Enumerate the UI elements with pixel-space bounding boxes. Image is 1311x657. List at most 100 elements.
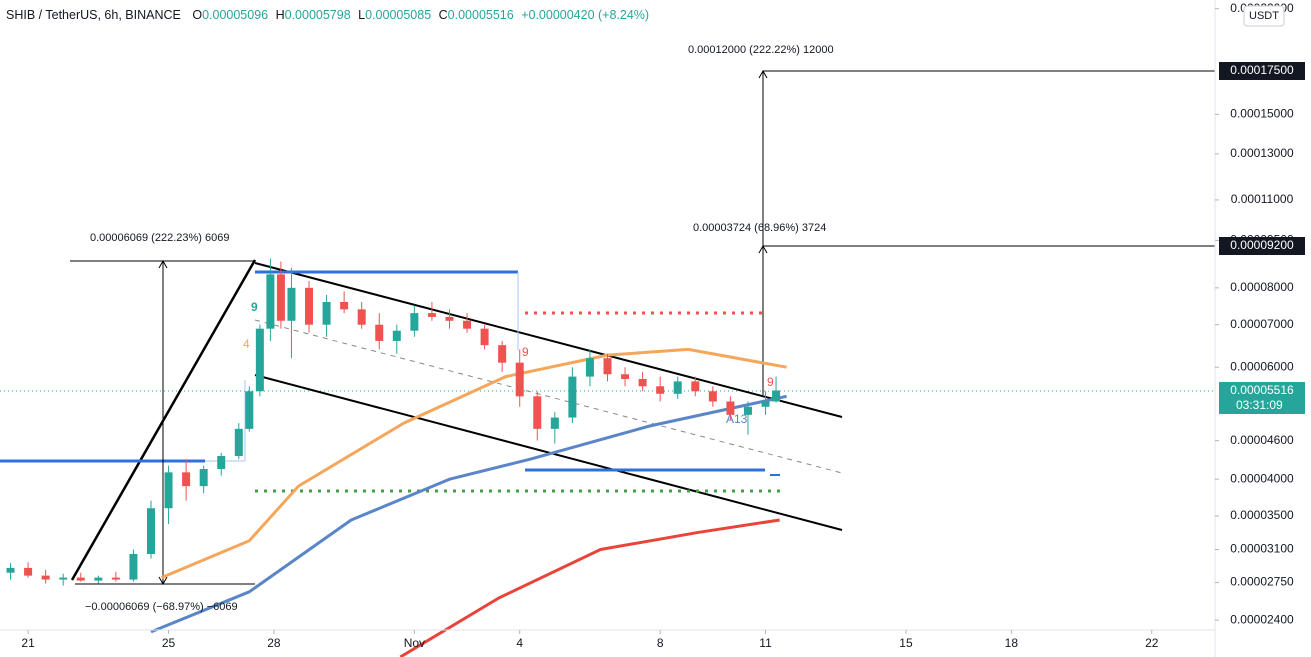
candle-body [656, 386, 665, 394]
channel-mid [254, 319, 843, 474]
td-count: A13 [726, 412, 748, 426]
ohlc-value: 0.00005798 [285, 8, 351, 22]
x-tick-label: 4 [516, 636, 523, 650]
td-count: 9 [522, 345, 529, 359]
countdown: 03:31:09 [1236, 398, 1283, 412]
marks [6, 258, 787, 657]
candle-body [129, 553, 138, 580]
candle-body [621, 374, 630, 379]
candle-body [691, 381, 700, 392]
candle-body [533, 396, 542, 429]
header: SHIB / TetherUS, 6h, BINANCE O0.00005096… [6, 8, 649, 22]
candle-body [24, 567, 33, 576]
x-tick-label: Nov [404, 636, 425, 650]
measure-label: 0.00012000 (222.22%) 12000 [688, 44, 834, 56]
candle-body [199, 468, 208, 487]
candle-body [255, 328, 264, 392]
y-tick-label: 0.00002400 [1230, 612, 1294, 626]
candle-body [94, 577, 103, 581]
candle-body [59, 577, 68, 580]
target-box [1219, 237, 1305, 255]
y-tick-label: 0.00002750 [1230, 575, 1294, 589]
td-count: 9 [251, 300, 258, 314]
ohlc-label: C [439, 8, 448, 22]
symbol: SHIB / TetherUS, 6h, BINANCE [6, 8, 181, 22]
candle-body [266, 274, 275, 329]
price-box [1219, 382, 1305, 414]
candle-body [245, 391, 254, 429]
ohlc-label: L [358, 8, 365, 22]
measure-label: 0.00003724 (68.96%) 3724 [693, 222, 826, 234]
target-label: 0.00009200 [1230, 238, 1294, 252]
candle-body [287, 287, 296, 321]
candle-body [603, 358, 612, 375]
x-tick-label: 8 [657, 636, 664, 650]
moving-average [160, 347, 787, 579]
candle-body [41, 575, 50, 580]
candle-body [182, 472, 191, 487]
candle-body [410, 313, 419, 331]
moving-average [399, 518, 780, 657]
candle-body [772, 390, 781, 402]
drawings [0, 69, 1215, 586]
candle-body [515, 362, 524, 397]
candle-body [111, 577, 120, 580]
candle-body [568, 376, 577, 418]
channel-top [254, 262, 843, 418]
candle-body [498, 345, 507, 363]
y-tick-label: 0.00003500 [1230, 508, 1294, 522]
measure-label: 0.00006069 (222.23%) 6069 [90, 232, 229, 244]
x-tick-label: 25 [162, 636, 176, 650]
candle-body [445, 316, 454, 321]
candle-body [357, 309, 366, 325]
candle-body [550, 417, 559, 429]
change: +0.00000420 (+8.24%) [521, 8, 649, 22]
candle-body [76, 577, 85, 581]
candle-body [427, 313, 436, 317]
candle-body [305, 287, 314, 325]
y-tick-label: 0.00015000 [1230, 107, 1294, 121]
candle-body [585, 358, 594, 377]
y-tick-label: 0.00006000 [1230, 359, 1294, 373]
candle-body [761, 401, 770, 407]
x-tick-label: 22 [1145, 636, 1159, 650]
x-tick-label: 15 [899, 636, 913, 650]
candle-body [638, 378, 647, 387]
price-label: 0.00005516 [1230, 383, 1294, 397]
candle-body [322, 302, 331, 325]
ohlc-value: 0.00005085 [365, 8, 431, 22]
currency-button[interactable] [1243, 5, 1285, 27]
measure-label: −0.00006069 (−68.97%) −6069 [85, 601, 238, 613]
x-tick-label: 21 [21, 636, 35, 650]
candle-body [164, 472, 173, 509]
candle-body [146, 508, 155, 554]
y-tick-label: 0.00007000 [1230, 317, 1294, 331]
channel-bottom [254, 374, 843, 531]
x-tick-label: 18 [1005, 636, 1019, 650]
moving-average [150, 394, 787, 634]
target-box [1219, 62, 1305, 80]
candle-body [726, 401, 735, 415]
candle-body [375, 324, 384, 341]
x-tick-label: 28 [267, 636, 281, 650]
ohlc-value: 0.00005096 [202, 8, 268, 22]
candle-body [217, 456, 226, 469]
candle-body [392, 330, 401, 341]
y-tick-label: 0.00003100 [1230, 542, 1294, 556]
candle-body [340, 302, 349, 310]
ohlc-label: O [192, 8, 202, 22]
y-tick-label: 0.00013000 [1230, 146, 1294, 160]
x-tick-label: 11 [759, 636, 772, 650]
candle-body [708, 391, 717, 402]
candle-body [743, 406, 752, 415]
candle-body [480, 328, 489, 346]
candle-body [6, 567, 15, 573]
currency[interactable]: USDT [1249, 10, 1279, 22]
candle-body [234, 428, 243, 457]
candle-body [276, 274, 285, 321]
ohlc-label: H [276, 8, 285, 22]
candle-body [463, 320, 472, 329]
y-tick-label: 0.00004000 [1230, 471, 1294, 485]
y-tick-label: 0.00008000 [1230, 280, 1294, 294]
